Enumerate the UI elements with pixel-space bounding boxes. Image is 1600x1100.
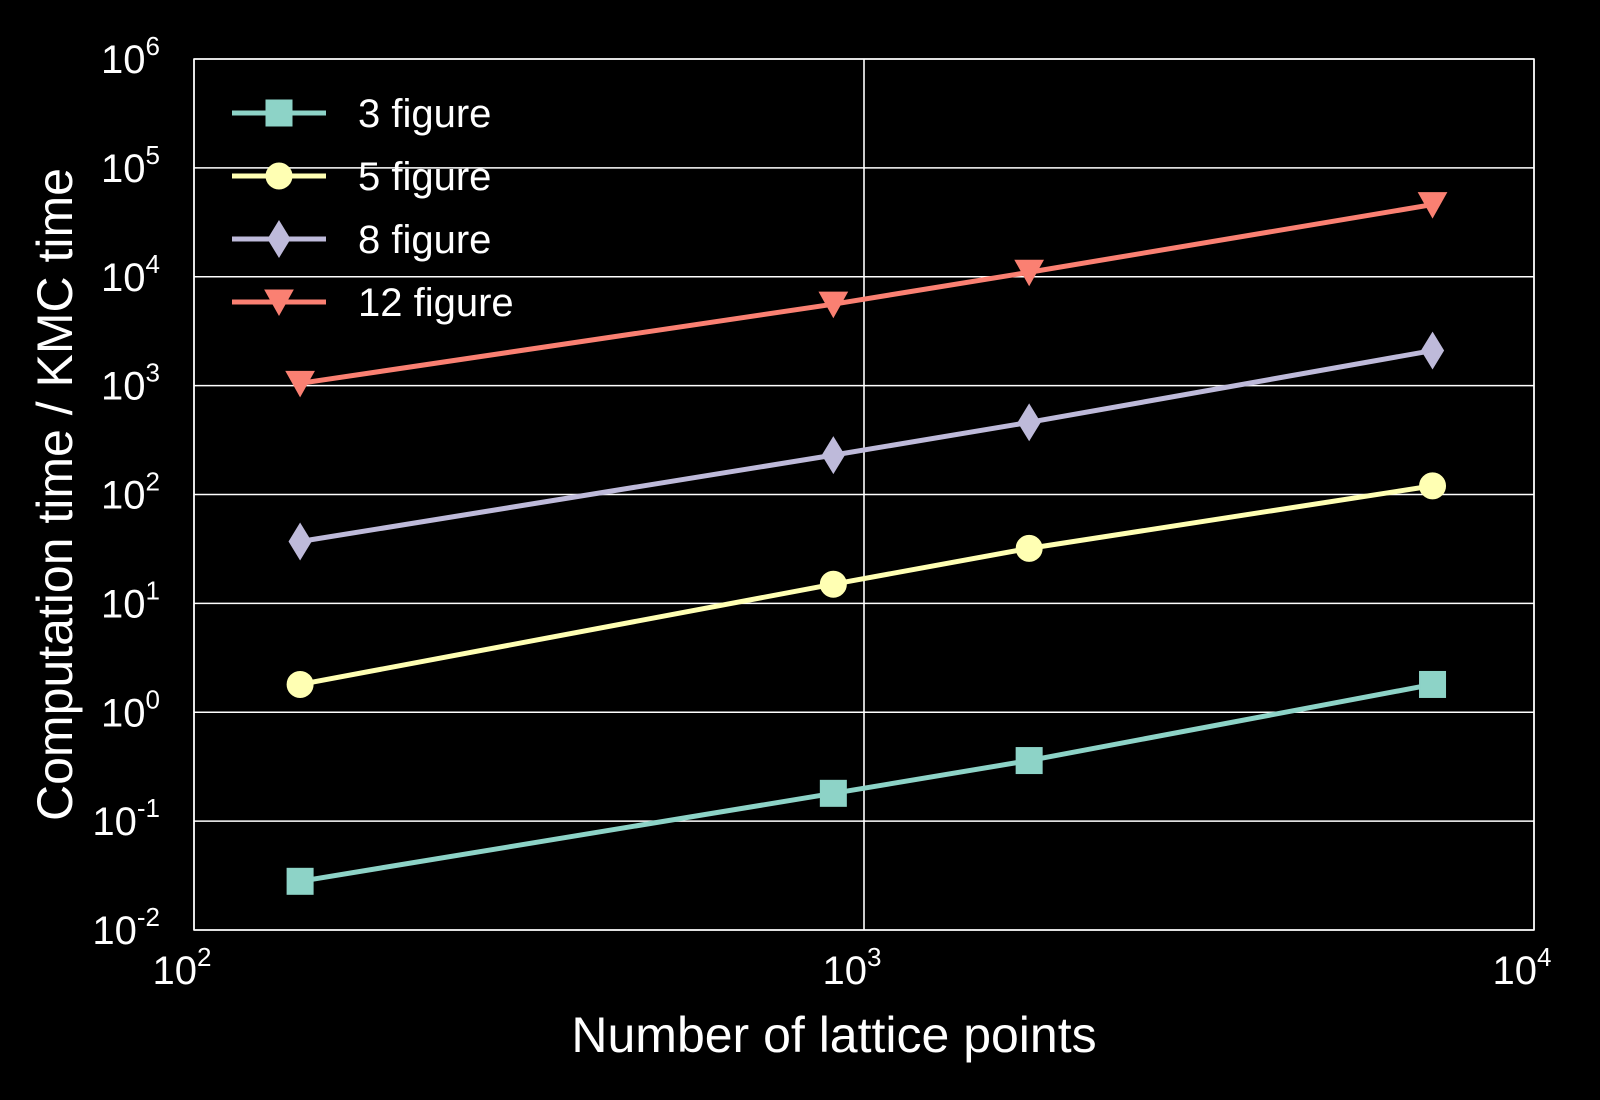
x-tick-label: 103 bbox=[823, 942, 882, 993]
data-point-diamond bbox=[1420, 331, 1445, 370]
y-tick-label: 103 bbox=[101, 358, 160, 409]
tick-base: 10 bbox=[92, 800, 137, 844]
tick-exponent: 3 bbox=[146, 358, 160, 388]
series-line bbox=[299, 682, 1433, 884]
legend-marker bbox=[264, 289, 294, 317]
legend-label: 5 figure bbox=[358, 155, 491, 199]
legend-label: 3 figure bbox=[358, 92, 491, 136]
y-tick-label: 106 bbox=[101, 31, 160, 82]
legend-label: 8 figure bbox=[358, 218, 491, 262]
x-axis-label: Number of lattice points bbox=[571, 1007, 1096, 1063]
legend-item-12-figure: 12 figure bbox=[232, 281, 514, 325]
data-point-triangle-down bbox=[1014, 259, 1045, 287]
legend-marker bbox=[265, 99, 293, 127]
plot-area-frame bbox=[193, 58, 1535, 931]
legend-label: 12 figure bbox=[358, 281, 514, 325]
tick-exponent: 4 bbox=[1537, 942, 1551, 972]
data-point-circle bbox=[819, 570, 847, 598]
series-8-figure bbox=[288, 331, 1445, 561]
series-line bbox=[299, 483, 1433, 687]
data-point-circle bbox=[1015, 534, 1043, 562]
y-tick-label: 102 bbox=[101, 467, 160, 518]
legend: 3 figure 5 figure 8 figure 12 figure bbox=[232, 92, 514, 325]
tick-exponent: 4 bbox=[146, 249, 160, 279]
series-5-figure bbox=[286, 472, 1447, 698]
series-3-figure bbox=[286, 670, 1447, 895]
y-tick-label: 100 bbox=[101, 684, 160, 735]
tick-exponent: 2 bbox=[197, 942, 211, 972]
tick-base: 10 bbox=[153, 949, 198, 993]
legend-item-5-figure: 5 figure bbox=[232, 155, 491, 199]
data-point-triangle-down bbox=[818, 291, 849, 319]
y-tick-label: 104 bbox=[101, 249, 160, 300]
tick-base: 10 bbox=[101, 474, 146, 518]
legend-item-3-figure: 3 figure bbox=[232, 92, 491, 136]
data-point-diamond bbox=[821, 436, 845, 475]
tick-base: 10 bbox=[101, 582, 146, 626]
tick-base: 10 bbox=[1493, 949, 1538, 993]
series-line bbox=[299, 202, 1433, 386]
data-point-triangle-down bbox=[1417, 192, 1448, 219]
tick-base: 10 bbox=[101, 38, 146, 82]
y-tick-label: 101 bbox=[101, 575, 160, 626]
tick-exponent: 5 bbox=[146, 140, 160, 170]
tick-exponent: 3 bbox=[867, 942, 881, 972]
data-point-square bbox=[1015, 747, 1043, 775]
legend-item-8-figure: 8 figure bbox=[232, 218, 491, 262]
y-axis-label: Computation time / KMC time bbox=[27, 168, 83, 821]
tick-base: 10 bbox=[92, 909, 137, 953]
data-point-square bbox=[286, 867, 314, 895]
tick-exponent: -2 bbox=[137, 902, 160, 932]
series-line bbox=[299, 348, 1433, 544]
tick-exponent: 6 bbox=[146, 31, 160, 61]
data-point-square bbox=[819, 779, 847, 807]
series-layer bbox=[285, 192, 1448, 895]
tick-exponent: 0 bbox=[146, 684, 160, 714]
tick-base: 10 bbox=[101, 691, 146, 735]
legend-marker bbox=[267, 220, 291, 258]
y-tick-label: 10-2 bbox=[92, 902, 160, 953]
tick-exponent: 1 bbox=[146, 575, 160, 605]
y-tick-label: 105 bbox=[101, 140, 160, 191]
tick-base: 10 bbox=[101, 147, 146, 191]
data-point-square bbox=[1419, 670, 1447, 698]
x-tick-label: 104 bbox=[1493, 942, 1552, 993]
series-12-figure bbox=[285, 192, 1448, 398]
tick-exponent: -1 bbox=[137, 793, 160, 823]
tick-exponent: 2 bbox=[146, 467, 160, 497]
data-point-diamond bbox=[288, 522, 312, 561]
data-point-triangle-down bbox=[285, 370, 315, 398]
tick-base: 10 bbox=[101, 256, 146, 300]
data-point-diamond bbox=[1017, 403, 1041, 442]
x-tick-label: 102 bbox=[153, 942, 212, 993]
tick-base: 10 bbox=[823, 949, 868, 993]
data-point-circle bbox=[1419, 472, 1447, 500]
tick-base: 10 bbox=[101, 365, 146, 409]
legend-marker bbox=[265, 162, 293, 190]
data-point-circle bbox=[286, 670, 314, 698]
y-tick-label: 10-1 bbox=[92, 793, 160, 844]
